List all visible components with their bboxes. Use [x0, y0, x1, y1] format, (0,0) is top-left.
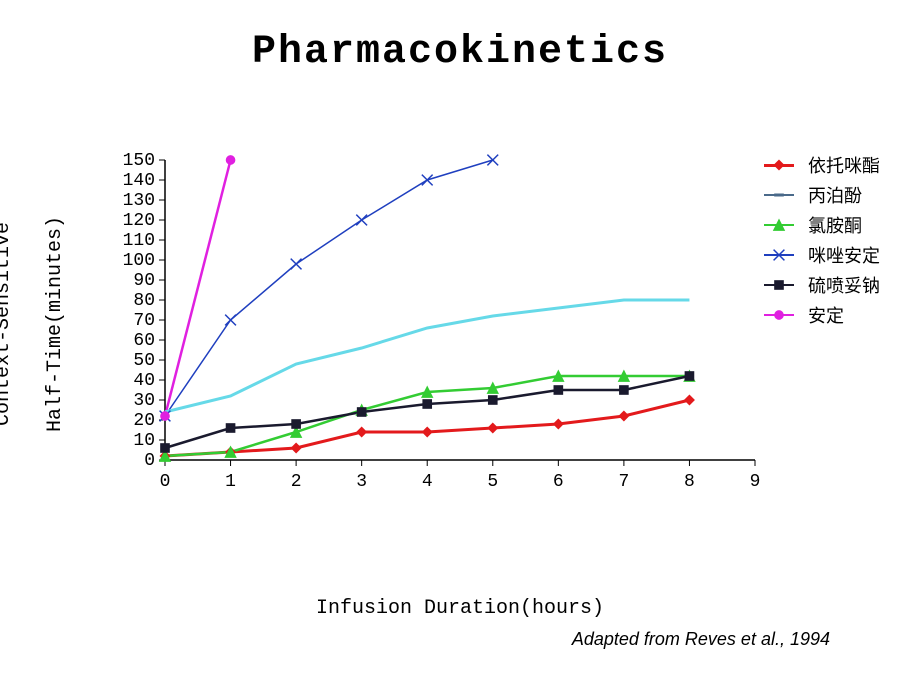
- legend: 依托咪酯丙泊酚氯胺酮咪唑安定硫喷妥钠安定: [764, 150, 880, 330]
- series-line: [165, 160, 231, 416]
- page-title: Pharmacokinetics: [0, 30, 920, 75]
- line-chart: 0123456789010203040506070809010011012013…: [105, 150, 765, 510]
- svg-text:50: 50: [133, 351, 155, 371]
- legend-label: 丙泊酚: [808, 182, 862, 208]
- legend-swatch: [764, 155, 794, 175]
- x-axis-label: Infusion Duration(hours): [316, 597, 604, 620]
- legend-label: 氯胺酮: [808, 212, 862, 238]
- legend-item: 安定: [764, 300, 880, 330]
- svg-text:1: 1: [225, 472, 236, 492]
- legend-label: 安定: [808, 302, 844, 328]
- svg-text:70: 70: [133, 311, 155, 331]
- svg-text:100: 100: [123, 251, 155, 271]
- legend-label: 依托咪酯: [808, 152, 880, 178]
- svg-text:140: 140: [123, 171, 155, 191]
- legend-item: 氯胺酮: [764, 210, 880, 240]
- svg-text:5: 5: [487, 472, 498, 492]
- legend-swatch: [764, 245, 794, 265]
- y-axis-label-line2: Half-Time(minutes): [44, 216, 67, 432]
- svg-text:150: 150: [123, 151, 155, 171]
- svg-text:2: 2: [291, 472, 302, 492]
- svg-text:130: 130: [123, 191, 155, 211]
- svg-text:20: 20: [133, 411, 155, 431]
- legend-item: 硫喷妥钠: [764, 270, 880, 300]
- svg-text:0: 0: [160, 472, 171, 492]
- attribution: Adapted from Reves et al., 1994: [572, 629, 830, 650]
- legend-swatch: [764, 305, 794, 325]
- series-line: [165, 160, 493, 416]
- svg-text:0: 0: [144, 451, 155, 471]
- svg-text:6: 6: [553, 472, 564, 492]
- svg-text:90: 90: [133, 271, 155, 291]
- svg-text:40: 40: [133, 371, 155, 391]
- legend-item: 丙泊酚: [764, 180, 880, 210]
- svg-text:60: 60: [133, 331, 155, 351]
- svg-text:4: 4: [422, 472, 433, 492]
- svg-text:10: 10: [133, 431, 155, 451]
- legend-item: 依托咪酯: [764, 150, 880, 180]
- legend-label: 咪唑安定: [808, 242, 880, 268]
- chart-container: Context-Sensitive Half-Time(minutes) 012…: [40, 150, 880, 570]
- svg-text:80: 80: [133, 291, 155, 311]
- legend-label: 硫喷妥钠: [808, 272, 880, 298]
- legend-swatch: [764, 185, 794, 205]
- legend-item: 咪唑安定: [764, 240, 880, 270]
- legend-swatch: [764, 215, 794, 235]
- svg-text:30: 30: [133, 391, 155, 411]
- svg-text:3: 3: [356, 472, 367, 492]
- svg-text:8: 8: [684, 472, 695, 492]
- legend-swatch: [764, 275, 794, 295]
- slide: Pharmacokinetics Context-Sensitive Half-…: [0, 0, 920, 690]
- svg-text:9: 9: [750, 472, 761, 492]
- svg-text:120: 120: [123, 211, 155, 231]
- svg-text:110: 110: [123, 231, 155, 251]
- y-axis-label: Context-Sensitive Half-Time(minutes): [0, 216, 95, 504]
- y-axis-label-line1: Context-Sensitive: [0, 222, 15, 426]
- svg-text:7: 7: [618, 472, 629, 492]
